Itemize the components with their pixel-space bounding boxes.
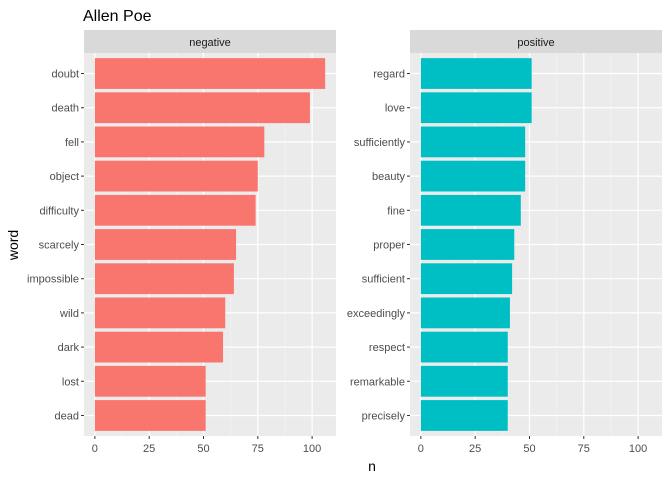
bar-precisely <box>420 400 508 431</box>
y-tick-label: proper <box>373 240 405 252</box>
x-tick-label: 100 <box>629 443 647 455</box>
y-tick-label: difficulty <box>39 205 79 217</box>
facet-strip <box>410 30 662 53</box>
y-tick-label: fine <box>387 205 405 217</box>
y-tick-label: doubt <box>51 69 79 81</box>
y-tick-label: fell <box>65 137 79 149</box>
bar-dead <box>94 400 206 431</box>
facet-strip-label: positive <box>517 37 554 49</box>
y-tick-label: death <box>51 103 79 115</box>
bar-fine <box>420 194 521 226</box>
y-tick-label: precisely <box>362 410 406 422</box>
x-tick-label: 25 <box>469 443 481 455</box>
y-tick-label: respect <box>369 342 405 354</box>
x-tick-label: 100 <box>303 443 321 455</box>
y-tick-label: impossible <box>27 274 79 286</box>
facet-panels: negative doubt death fell object difficulty sc… <box>27 30 662 455</box>
bar-respect <box>420 331 508 363</box>
x-tick-label: 0 <box>418 443 424 455</box>
panel-negative: negative doubt death fell object difficulty sc… <box>27 30 336 455</box>
y-tick-label: scarcely <box>39 240 80 252</box>
bar-impossible <box>94 263 234 295</box>
bar-lost <box>94 365 206 397</box>
bar-proper <box>420 229 515 260</box>
bar-regard <box>420 58 532 89</box>
bar-doubt <box>94 58 326 89</box>
x-tick-label: 75 <box>252 443 264 455</box>
y-tick-label: dark <box>58 342 80 354</box>
x-tick-label: 0 <box>92 443 98 455</box>
facet-strip <box>84 30 336 53</box>
x-tick-label: 25 <box>143 443 155 455</box>
bar-difficulty <box>94 194 256 226</box>
y-tick-label: remarkable <box>350 376 405 388</box>
bar-sufficient <box>420 263 513 295</box>
y-tick-label: object <box>50 171 79 183</box>
y-tick-label: love <box>385 103 405 115</box>
x-axis-title: n <box>368 458 376 474</box>
bar-love <box>420 92 532 124</box>
bar-fell <box>94 126 265 158</box>
y-tick-label: regard <box>373 69 405 81</box>
y-tick-label: lost <box>62 376 79 388</box>
bar-wild <box>94 297 226 329</box>
bar-object <box>94 160 258 192</box>
bar-beauty <box>420 160 526 192</box>
y-axis-title: word <box>5 230 21 261</box>
bar-remarkable <box>420 365 508 397</box>
bar-exceedingly <box>420 297 510 329</box>
bar-dark <box>94 331 224 363</box>
panel-positive: positive regard love sufficiently beauty fine… <box>347 30 662 455</box>
y-tick-label: sufficiently <box>354 137 406 149</box>
y-tick-label: beauty <box>372 171 406 183</box>
bar-sufficiently <box>420 126 526 158</box>
facet-strip-label: negative <box>189 37 231 49</box>
y-tick-label: dead <box>55 410 79 422</box>
y-tick-label: sufficient <box>362 274 405 286</box>
chart-title: Allen Poe <box>83 8 152 25</box>
x-tick-label: 50 <box>197 443 209 455</box>
x-tick-label: 50 <box>523 443 535 455</box>
y-tick-label: wild <box>59 308 79 320</box>
y-tick-label: exceedingly <box>347 308 406 320</box>
x-tick-label: 75 <box>578 443 590 455</box>
bar-scarcely <box>94 229 237 260</box>
bar-death <box>94 92 310 124</box>
